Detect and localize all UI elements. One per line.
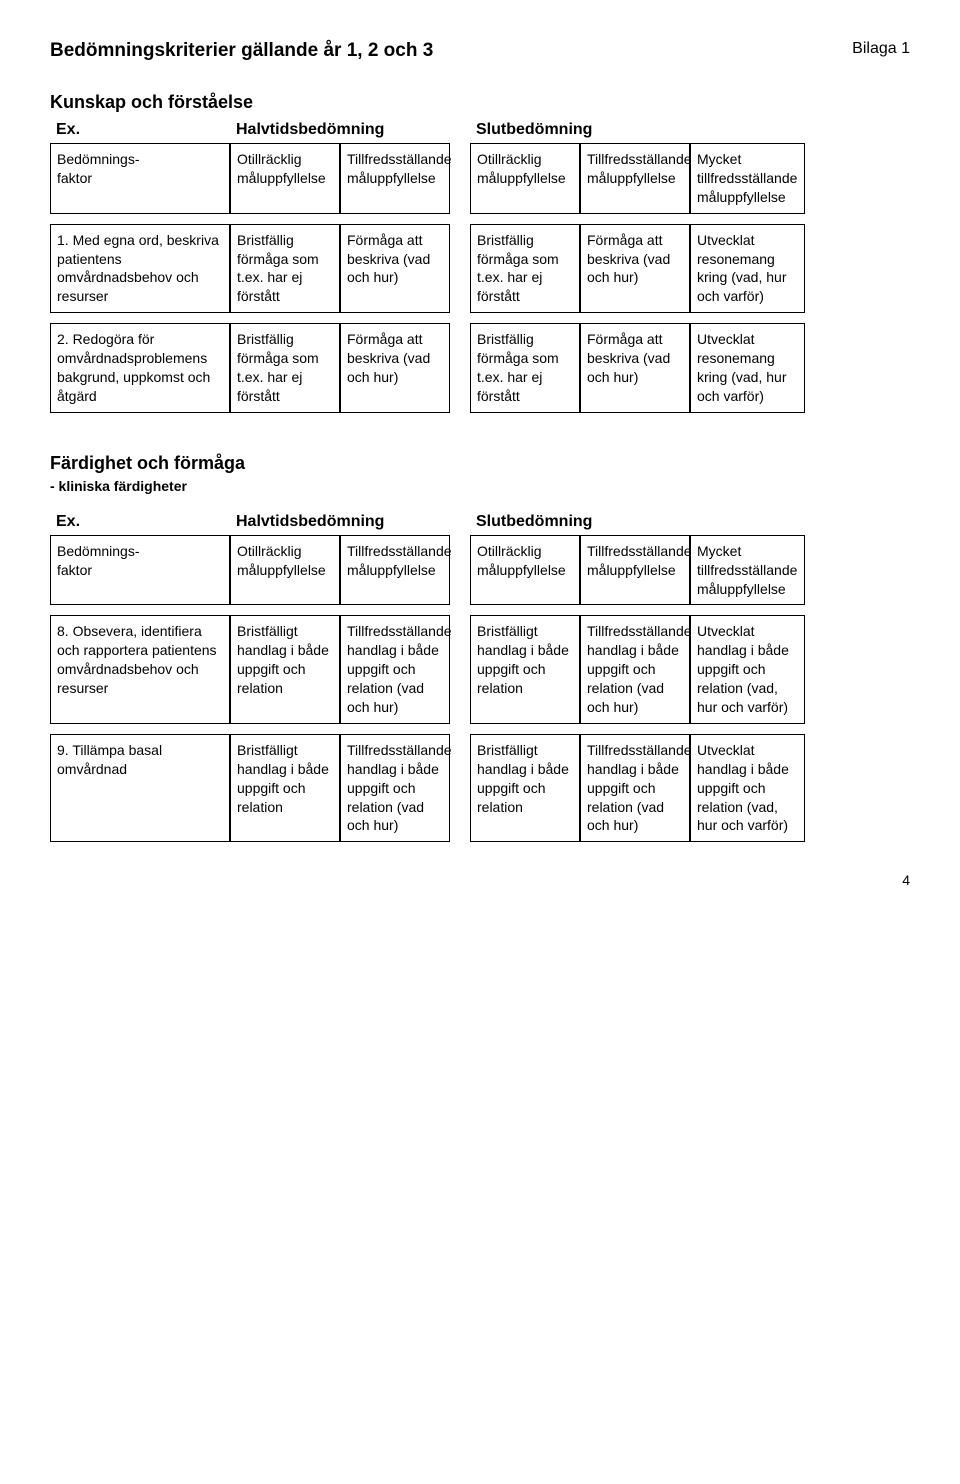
gap <box>340 313 450 323</box>
col-header-3: Otillräcklig måluppfyllelse <box>470 143 580 214</box>
main-title: Bedömningskriterier gällande år 1, 2 och… <box>50 40 433 62</box>
gap <box>470 313 580 323</box>
col-header-2: Tillfredsställande måluppfyllelse <box>340 143 450 214</box>
col-header-4b: Tillfredsställande måluppfyllelse <box>580 535 690 606</box>
gap <box>690 313 805 323</box>
spacer <box>450 509 470 535</box>
gap <box>340 724 450 734</box>
gap <box>450 214 470 224</box>
spacer <box>450 535 470 606</box>
row8-faktor: 8. Obsevera, identifiera och rapportera … <box>50 615 230 723</box>
gap <box>450 724 470 734</box>
row8-c5: Utvecklat handlag i både uppgift och rel… <box>690 615 805 723</box>
group-header-halvtid-2: Halvtidsbedömning <box>230 509 450 535</box>
row1-c2: Förmåga att beskriva (vad och hur) <box>340 224 450 314</box>
gap <box>690 214 805 224</box>
row2-c5: Utvecklat resonemang kring (vad, hur och… <box>690 323 805 413</box>
row8-c3: Bristfälligt handlag i både uppgift och … <box>470 615 580 723</box>
spacer <box>450 117 470 143</box>
row2-c4: Förmåga att beskriva (vad och hur) <box>580 323 690 413</box>
row1-faktor: 1. Med egna ord, beskriva patientens omv… <box>50 224 230 314</box>
row9-c3: Bristfälligt handlag i både uppgift och … <box>470 734 580 842</box>
ex-label-2: Ex. <box>50 509 230 535</box>
row1-c5: Utvecklat resonemang kring (vad, hur och… <box>690 224 805 314</box>
gap <box>580 313 690 323</box>
spacer <box>450 615 470 723</box>
row1-c1: Bristfällig förmåga som t.ex. har ej för… <box>230 224 340 314</box>
ex-label: Ex. <box>50 117 230 143</box>
col-header-4: Tillfredsställande måluppfyllelse <box>580 143 690 214</box>
row1-c3: Bristfällig förmåga som t.ex. har ej för… <box>470 224 580 314</box>
section2-subtitle: - kliniska färdigheter <box>50 478 910 494</box>
col-header-1: Otillräcklig måluppfyllelse <box>230 143 340 214</box>
gap <box>340 605 450 615</box>
row8-c1: Bristfälligt handlag i både uppgift och … <box>230 615 340 723</box>
group-header-halvtid: Halvtidsbedömning <box>230 117 450 143</box>
gap <box>580 214 690 224</box>
gap <box>340 214 450 224</box>
col-header-5b: Mycket tillfredsställande måluppfyllelse <box>690 535 805 606</box>
col-header-faktor-2: Bedömnings- faktor <box>50 535 230 606</box>
row1-c4: Förmåga att beskriva (vad och hur) <box>580 224 690 314</box>
group-header-slut-2: Slutbedömning <box>470 509 805 535</box>
gap <box>690 724 805 734</box>
spacer <box>450 734 470 842</box>
col-header-5: Mycket tillfredsställande måluppfyllelse <box>690 143 805 214</box>
gap <box>230 724 340 734</box>
section1-title: Kunskap och förståelse <box>50 92 910 113</box>
col-header-1b: Otillräcklig måluppfyllelse <box>230 535 340 606</box>
gap <box>230 214 340 224</box>
section1-grid: Ex. Halvtidsbedömning Slutbedömning Bedö… <box>50 117 910 413</box>
gap <box>450 313 470 323</box>
gap <box>470 214 580 224</box>
spacer <box>450 323 470 413</box>
gap <box>50 313 230 323</box>
row9-c2: Tillfredsställande handlag i både uppgif… <box>340 734 450 842</box>
spacer <box>450 143 470 214</box>
gap <box>50 605 230 615</box>
col-header-faktor: Bedömnings- faktor <box>50 143 230 214</box>
section2-title: Färdighet och förmåga <box>50 453 910 474</box>
row9-c4: Tillfredsställande handlag i både uppgif… <box>580 734 690 842</box>
gap <box>470 605 580 615</box>
row2-c2: Förmåga att beskriva (vad och hur) <box>340 323 450 413</box>
page-number: 4 <box>50 872 910 888</box>
spacer <box>450 224 470 314</box>
row8-c4: Tillfredsställande handlag i både uppgif… <box>580 615 690 723</box>
col-header-2b: Tillfredsställande måluppfyllelse <box>340 535 450 606</box>
row2-c3: Bristfällig förmåga som t.ex. har ej för… <box>470 323 580 413</box>
group-header-slut: Slutbedömning <box>470 117 805 143</box>
gap <box>50 724 230 734</box>
row8-c2: Tillfredsställande handlag i både uppgif… <box>340 615 450 723</box>
row9-c1: Bristfälligt handlag i både uppgift och … <box>230 734 340 842</box>
gap <box>580 605 690 615</box>
page-header: Bedömningskriterier gällande år 1, 2 och… <box>50 40 910 62</box>
row9-faktor: 9. Tillämpa basal omvårdnad <box>50 734 230 842</box>
gap <box>690 605 805 615</box>
gap <box>580 724 690 734</box>
row2-faktor: 2. Redogöra för omvårdnadsproblemens bak… <box>50 323 230 413</box>
section2-grid: Ex. Halvtidsbedömning Slutbedömning Bedö… <box>50 509 910 843</box>
bilaga-label: Bilaga 1 <box>852 40 910 62</box>
gap <box>50 214 230 224</box>
row9-c5: Utvecklat handlag i både uppgift och rel… <box>690 734 805 842</box>
col-header-3b: Otillräcklig måluppfyllelse <box>470 535 580 606</box>
row2-c1: Bristfällig förmåga som t.ex. har ej för… <box>230 323 340 413</box>
gap <box>450 605 470 615</box>
gap <box>230 605 340 615</box>
gap <box>230 313 340 323</box>
gap <box>470 724 580 734</box>
